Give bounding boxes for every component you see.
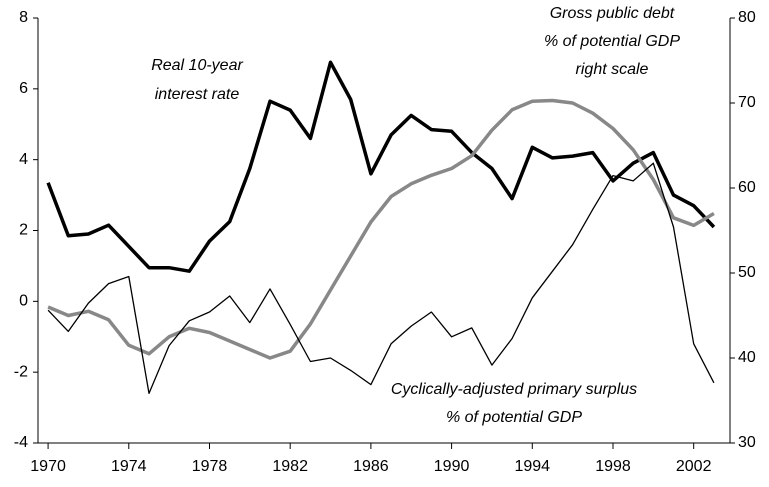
annotation: Cyclically-adjusted primary surplus xyxy=(391,381,637,398)
y2-tick-label: 60 xyxy=(738,179,756,196)
y-tick-label: 2 xyxy=(19,222,28,239)
x-tick-label: 1970 xyxy=(30,458,66,475)
y-tick-label: 8 xyxy=(19,9,28,26)
y-tick-label: 4 xyxy=(19,151,28,168)
series-line xyxy=(47,98,715,360)
y-tick-label: -4 xyxy=(14,434,28,451)
x-tick-label: 2002 xyxy=(676,458,712,475)
y2-tick-label: 70 xyxy=(738,94,756,111)
y2-tick-label: 50 xyxy=(738,264,756,281)
y-tick-label: 6 xyxy=(19,80,28,97)
annotation: Real 10-year xyxy=(151,57,243,74)
annotation: % of potential GDP xyxy=(544,33,680,50)
y2-tick-label: 80 xyxy=(738,9,756,26)
x-tick-label: 1986 xyxy=(353,458,389,475)
y2-tick-label: 40 xyxy=(738,349,756,366)
x-tick-label: 1978 xyxy=(192,458,228,475)
annotation: Gross public debt xyxy=(550,5,675,22)
y-tick-label: -2 xyxy=(14,363,28,380)
annotation: right scale xyxy=(576,61,649,78)
series-line xyxy=(46,60,716,273)
x-tick-label: 1994 xyxy=(514,458,550,475)
x-tick-label: 1998 xyxy=(595,458,631,475)
y2-tick-label: 30 xyxy=(738,434,756,451)
x-tick-label: 1974 xyxy=(111,458,147,475)
y-tick-label: 0 xyxy=(19,293,28,310)
annotation: interest rate xyxy=(155,86,240,103)
x-tick-label: 1990 xyxy=(434,458,470,475)
series-line xyxy=(47,162,715,395)
x-tick-label: 1982 xyxy=(272,458,308,475)
annotation: % of potential GDP xyxy=(446,409,582,426)
